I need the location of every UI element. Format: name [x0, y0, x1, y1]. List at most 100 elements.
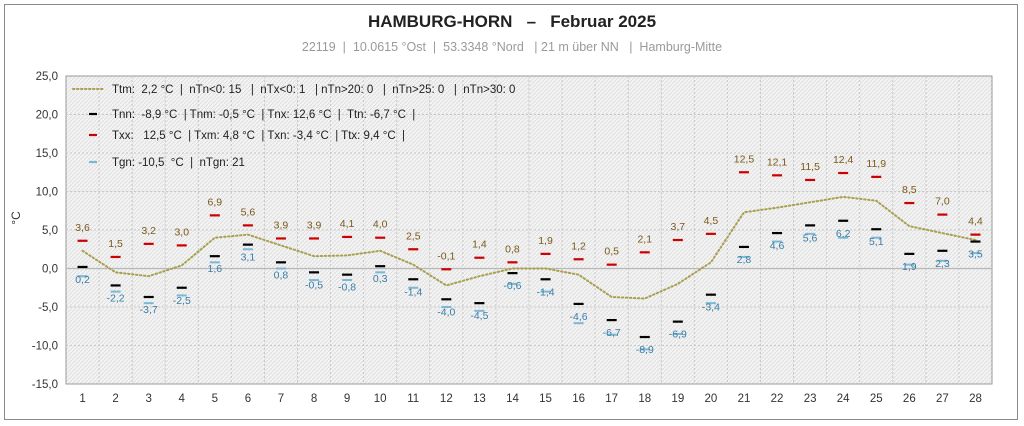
min-temperature-label: -8,9 [636, 344, 654, 356]
max-temperature-label: 3,2 [141, 225, 156, 237]
x-tick-label: 18 [638, 393, 651, 405]
max-temperature-label: 1,2 [571, 240, 586, 252]
x-tick-label: 17 [605, 393, 618, 405]
min-temperature-label: 4,6 [770, 240, 785, 252]
min-temperature-label: 1,6 [208, 263, 223, 275]
x-tick-label: 23 [804, 393, 817, 405]
min-temperature-label: 3,5 [968, 249, 983, 261]
max-temperature-label: 12,1 [767, 156, 788, 168]
x-tick-label: 11 [407, 393, 419, 405]
min-temperature-label: 1,9 [902, 261, 917, 273]
max-temperature-label: 3,7 [671, 221, 686, 233]
min-temperature-label: -4,5 [470, 310, 488, 322]
x-tick-label: 19 [671, 393, 684, 405]
max-temperature-label: 11,5 [800, 161, 820, 173]
min-temperature-label: -0,6 [503, 280, 521, 292]
x-tick-label: 16 [572, 393, 585, 405]
min-temperature-label: -0,8 [338, 282, 356, 294]
y-tick-label: 0,0 [42, 264, 58, 276]
y-tick-label: 5,0 [42, 225, 58, 237]
x-tick-label: 21 [738, 393, 751, 405]
x-tick-label: 14 [506, 393, 519, 405]
chart-subtitle: 22119 | 10.0615 °Ost | 53.3348 °Nord | 2… [301, 40, 723, 54]
min-temperature-label: -2,2 [107, 292, 125, 304]
x-tick-label: 9 [344, 393, 350, 405]
x-tick-label: 7 [278, 393, 284, 405]
x-tick-label: 10 [374, 393, 387, 405]
x-tick-label: 3 [145, 393, 151, 405]
max-temperature-label: 3,0 [174, 226, 189, 238]
min-temperature-label: -2,5 [173, 295, 191, 307]
legend: Ttm: 2,2 °C | nTn<0: 15 | nTx<0: 1 | nTn… [72, 84, 515, 169]
series-layer: 3,6 1,5 3,2 3,0 6,9 5,6 3,9 3,9 4,1 4,0 2,5 -0,1 1,4… [75, 153, 983, 356]
max-temperature-label: 0,8 [505, 243, 520, 255]
max-temperature-label: 12,4 [833, 154, 854, 166]
x-tick-label: 13 [473, 393, 486, 405]
grid-lines [66, 76, 992, 384]
min-temperature-label: 0,2 [75, 274, 90, 286]
max-temperature-label: 1,5 [108, 238, 123, 250]
y-tick-label: 25,0 [36, 71, 58, 83]
legend-entry: Ttm: 2,2 °C | nTn<0: 15 | nTx<0: 1 | nTn… [112, 84, 515, 96]
max-temperature-label: 7,0 [935, 196, 950, 208]
x-tick-label: 5 [212, 393, 218, 405]
min-temperature-label: -1,4 [536, 286, 554, 298]
x-tick-label: 20 [704, 393, 717, 405]
chart-title: HAMBURG-HORN – Februar 2025 [367, 12, 657, 31]
x-tick-label: 8 [311, 393, 317, 405]
min-temperature-label: -0,5 [305, 279, 323, 291]
min-temperature-label: 2,3 [935, 258, 950, 270]
max-temperature-label: 1,4 [472, 239, 487, 251]
min-temperature-label: 2,8 [737, 254, 752, 266]
min-temperature-label: 5,1 [869, 236, 884, 248]
min-temperature-label: -4,0 [437, 306, 455, 318]
min-temperature-label: 5,6 [803, 232, 818, 244]
y-tick-label: 20,0 [36, 110, 58, 122]
max-temperature-label: 8,5 [902, 184, 917, 196]
min-temperature-label: -6,9 [669, 329, 687, 341]
x-tick-label: 12 [440, 393, 453, 405]
max-temperature-label: 3,9 [274, 219, 289, 231]
y-tick-label: -5,0 [38, 302, 58, 314]
y-tick-label: 10,0 [36, 187, 58, 199]
min-temperature-label: -1,4 [404, 286, 422, 298]
x-tick-label: 28 [969, 393, 982, 405]
x-tick-label: 2 [112, 393, 118, 405]
legend-entry: Tnn: -8,9 °C | Tnm: -0,5 °C | Tnx: 12,6 … [112, 109, 415, 121]
max-temperature-label: 4,4 [968, 216, 983, 228]
min-temperature-label: 3,1 [241, 252, 256, 264]
max-temperature-label: 2,5 [406, 230, 421, 242]
legend-entry: Txx: 12,5 °C | Txm: 4,8 °C | Txn: -3,4 °… [112, 130, 405, 142]
y-tick-label: 15,0 [36, 148, 58, 160]
x-axis-ticks: 1 2 3 4 5 6 7 8 9 10 11 12 13 14 15 16 17 18 19 20 21 22 23 24 2… [79, 393, 982, 405]
max-temperature-label: -0,1 [437, 250, 455, 262]
max-temperature-label: 4,5 [704, 215, 719, 227]
max-temperature-label: 11,9 [866, 158, 886, 170]
min-temperature-label: -4,6 [570, 311, 588, 323]
max-temperature-label: 0,5 [604, 246, 619, 258]
min-temperature-label: -3,4 [702, 302, 720, 314]
x-tick-label: 27 [936, 393, 949, 405]
y-tick-label: -15,0 [32, 379, 58, 391]
y-tick-label: -10,0 [32, 341, 58, 353]
min-temperature-label: 0,3 [373, 273, 388, 285]
x-tick-label: 1 [79, 393, 85, 405]
legend-entry: Tgn: -10,5 °C | nTgn: 21 [112, 157, 245, 169]
max-temperature-label: 3,6 [75, 222, 90, 234]
x-tick-label: 24 [837, 393, 850, 405]
max-temperature-label: 4,0 [373, 219, 388, 231]
max-temperature-label: 5,6 [241, 206, 256, 218]
max-temperature-label: 6,9 [208, 196, 223, 208]
min-temperature-label: -6,7 [603, 327, 621, 339]
min-temperature-label: 6,2 [836, 228, 851, 240]
x-tick-label: 26 [903, 393, 916, 405]
x-tick-label: 6 [245, 393, 251, 405]
x-tick-label: 25 [870, 393, 883, 405]
max-temperature-label: 2,1 [637, 233, 652, 245]
min-temperature-label: -3,7 [140, 304, 158, 316]
min-temperature-label: 0,8 [274, 269, 289, 281]
y-axis-ticks: 25,0 20,0 15,0 10,0 5,0 0,0 -5,0 -10,0 -15,0 [32, 71, 58, 391]
x-tick-label: 15 [539, 393, 552, 405]
y-axis-label: °C [9, 211, 23, 225]
